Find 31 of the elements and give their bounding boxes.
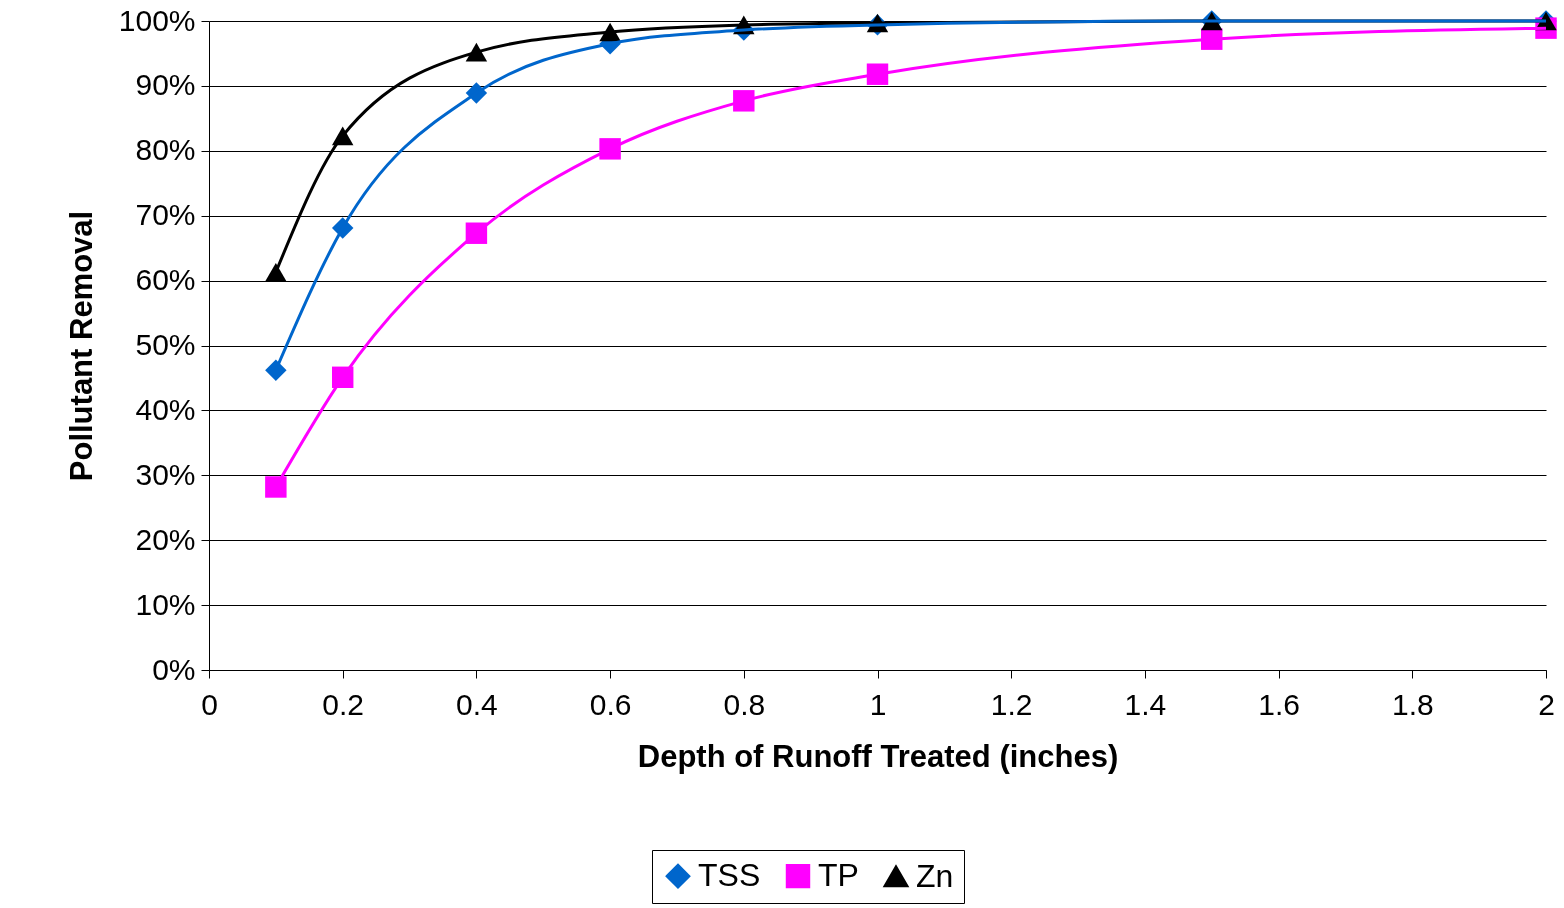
y-tick-label: 30% xyxy=(135,457,196,491)
y-tick-label: 20% xyxy=(135,522,196,556)
y-axis-title: Pollutant Removal xyxy=(63,210,99,482)
y-tick-label: 70% xyxy=(135,198,196,232)
y-tick-label: 90% xyxy=(135,68,196,102)
point xyxy=(265,359,287,381)
x-tick-label: 1.6 xyxy=(1258,687,1300,721)
y-tick-label: 100% xyxy=(118,3,196,37)
y-tick-label: 10% xyxy=(135,587,196,621)
x-tick-label: 1.4 xyxy=(1124,687,1167,721)
x-tick-label: 1.2 xyxy=(990,687,1033,721)
x-tick-label: 2 xyxy=(1538,687,1555,721)
x-tick-label: 0.6 xyxy=(589,687,632,721)
legend-label: TSS xyxy=(698,857,761,894)
x-tick-label: 0 xyxy=(201,687,218,721)
x-tick-label: 1.8 xyxy=(1391,687,1434,721)
point xyxy=(599,138,621,160)
point xyxy=(733,90,755,112)
x-tick-label: 1 xyxy=(869,687,887,721)
x-axis-title: Depth of Runoff Treated (inches) xyxy=(637,738,1119,774)
legend-label: TP xyxy=(818,857,859,894)
y-tick-label: 60% xyxy=(135,263,196,297)
y-tick-label: 0% xyxy=(152,652,196,686)
point xyxy=(265,476,287,498)
y-tick-label: 80% xyxy=(135,133,196,167)
x-tick-label: 0.8 xyxy=(723,687,766,721)
x-tick-label: 0.2 xyxy=(322,687,365,721)
y-tick-label: 40% xyxy=(135,392,196,426)
legend-label: Zn xyxy=(916,857,954,894)
y-tick-label: 50% xyxy=(135,328,196,361)
x-tick-label: 0.4 xyxy=(456,687,498,721)
